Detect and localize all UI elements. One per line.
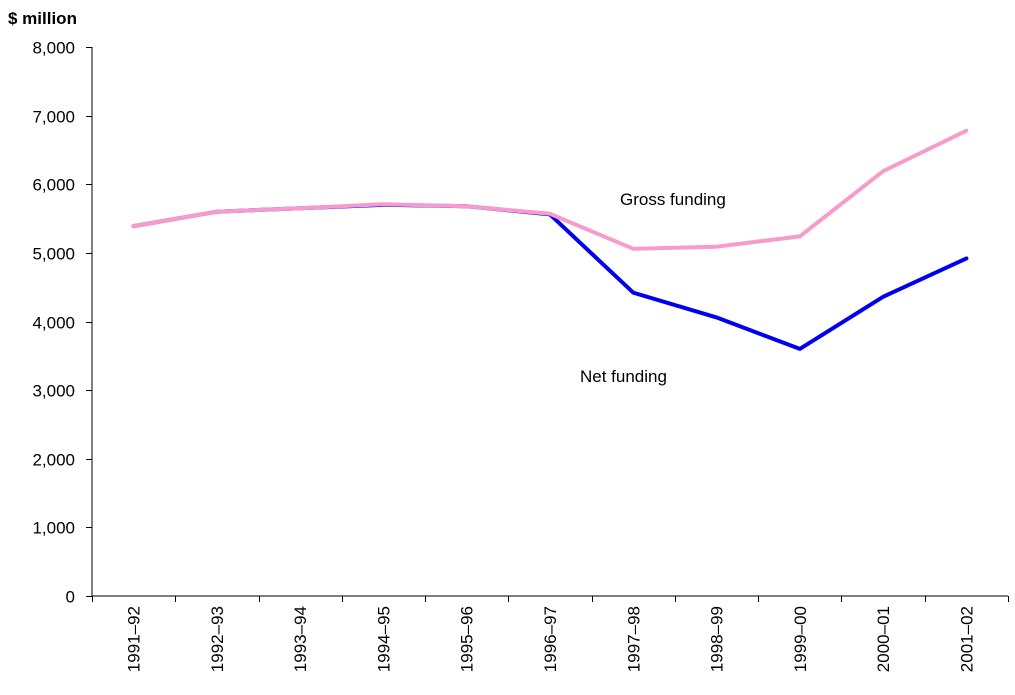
gross-funding-label: Gross funding [620, 190, 726, 209]
gross-funding-series-line [131, 128, 969, 251]
y-tick-label: 4,000 [32, 314, 75, 333]
y-unit-label: $ million [8, 9, 77, 28]
x-tick-label: 1997–98 [624, 606, 643, 672]
x-tick-label: 1991–92 [125, 606, 144, 672]
y-tick-label: 1,000 [32, 519, 75, 538]
net-funding-series-line [131, 202, 969, 351]
y-tick-label: 5,000 [32, 245, 75, 264]
x-tick-label: 1998–99 [708, 606, 727, 672]
x-tick-label: 1999–00 [791, 606, 810, 672]
y-tick-labels: 0 1,000 2,000 3,000 4,000 5,000 6,000 7,000 8,00… [32, 39, 75, 607]
x-tick-label: 1995–96 [458, 606, 477, 672]
chart-axes [86, 47, 1009, 602]
x-tick-label: 2000–01 [874, 606, 893, 672]
y-tick-label: 8,000 [32, 39, 75, 58]
x-tick-label: 1996–97 [541, 606, 560, 672]
y-tick-label: 7,000 [32, 108, 75, 127]
x-tick-labels: 1991–92 1992–93 1993–94 1994–95 1995–96 1996–… [125, 606, 977, 672]
net-funding-label: Net funding [580, 367, 667, 386]
series-lines [131, 128, 969, 351]
y-tick-label: 3,000 [32, 382, 75, 401]
y-tick-label: 0 [66, 588, 75, 607]
x-tick-label: 1993–94 [291, 606, 310, 672]
x-tick-label: 1994–95 [374, 606, 393, 672]
x-tick-label: 2001–02 [957, 606, 976, 672]
y-tick-label: 6,000 [32, 176, 75, 195]
y-tick-label: 2,000 [32, 451, 75, 470]
x-tick-label: 1992–93 [208, 606, 227, 672]
